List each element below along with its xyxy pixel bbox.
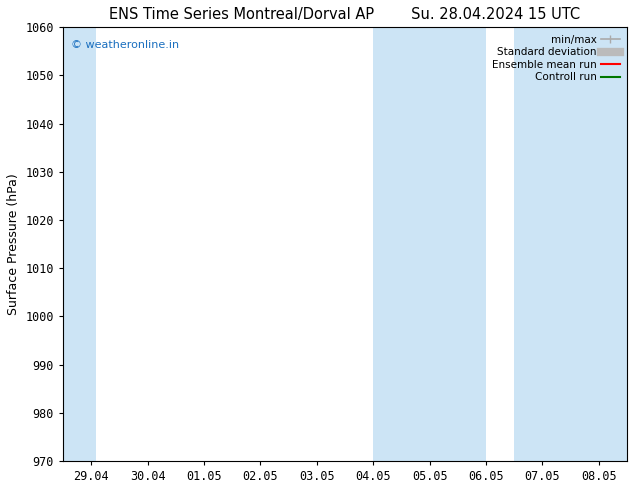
Title: ENS Time Series Montreal/Dorval AP        Su. 28.04.2024 15 UTC: ENS Time Series Montreal/Dorval AP Su. 2… xyxy=(110,7,581,22)
Bar xyxy=(514,27,627,461)
Legend: min/max, Standard deviation, Ensemble mean run, Controll run: min/max, Standard deviation, Ensemble me… xyxy=(490,32,622,84)
Bar xyxy=(63,27,96,461)
Text: © weatheronline.in: © weatheronline.in xyxy=(72,40,179,50)
Y-axis label: Surface Pressure (hPa): Surface Pressure (hPa) xyxy=(7,173,20,315)
Bar xyxy=(373,27,486,461)
